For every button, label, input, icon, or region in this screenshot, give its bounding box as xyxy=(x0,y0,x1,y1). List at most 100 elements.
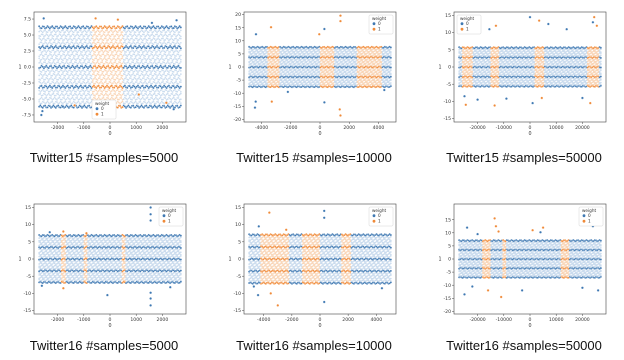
scatter-point xyxy=(91,54,94,57)
scatter-point xyxy=(149,98,151,101)
scatter-point xyxy=(139,89,142,92)
scatter-point xyxy=(125,31,127,34)
scatter-point xyxy=(334,84,336,87)
scatter-point xyxy=(78,81,81,83)
scatter-point xyxy=(291,83,293,86)
scatter-point xyxy=(135,69,138,72)
scatter-point xyxy=(83,29,86,31)
scatter-point xyxy=(121,62,124,65)
scatter-point xyxy=(46,89,49,91)
scatter-point xyxy=(140,81,143,84)
scatter-point xyxy=(57,47,60,50)
scatter-point xyxy=(137,41,139,43)
scatter-point xyxy=(56,57,58,60)
scatter-point xyxy=(74,49,76,51)
scatter-point xyxy=(338,68,341,71)
scatter-point xyxy=(170,43,173,45)
scatter-point xyxy=(342,81,345,84)
scatter-point xyxy=(53,73,56,76)
scatter-point xyxy=(124,102,126,105)
scatter-point xyxy=(76,95,79,97)
scatter-point xyxy=(298,72,301,75)
scatter-point xyxy=(149,104,153,108)
scatter-point xyxy=(132,59,135,62)
scatter-point xyxy=(46,77,49,80)
scatter-point xyxy=(304,74,306,77)
scatter-point xyxy=(54,98,57,100)
scatter-point xyxy=(286,74,289,77)
scatter-point xyxy=(51,68,54,71)
scatter-point xyxy=(47,61,50,63)
scatter-point xyxy=(270,82,273,84)
scatter-point xyxy=(53,58,56,61)
scatter-point xyxy=(64,78,67,80)
scatter-point xyxy=(71,83,74,85)
scatter-point xyxy=(170,69,173,71)
scatter-point xyxy=(58,58,61,60)
scatter-point xyxy=(49,34,51,36)
legend-marker xyxy=(95,107,99,111)
scatter-point xyxy=(172,84,175,88)
scatter-point xyxy=(76,97,79,99)
scatter-point xyxy=(342,72,345,74)
scatter-point xyxy=(38,89,41,92)
scatter-point xyxy=(74,42,76,45)
scatter-point xyxy=(154,83,157,85)
scatter-point xyxy=(152,30,155,33)
y-tick-label: 0.0 xyxy=(24,65,31,71)
scatter-point xyxy=(99,88,101,91)
scatter-point xyxy=(66,83,69,85)
scatter-point xyxy=(77,105,80,109)
scatter-point xyxy=(169,88,171,91)
scatter-point xyxy=(163,78,166,80)
scatter-point xyxy=(127,72,130,75)
scatter-point xyxy=(64,62,67,65)
scatter-point xyxy=(113,55,116,58)
scatter-point xyxy=(106,29,108,32)
scatter-point xyxy=(66,59,69,61)
scatter-point xyxy=(156,82,158,84)
scatter-point xyxy=(281,52,284,55)
scatter-point xyxy=(109,38,112,40)
scatter-point xyxy=(163,34,166,37)
scatter-point xyxy=(360,84,362,87)
scatter-point xyxy=(364,80,367,82)
scatter-point xyxy=(77,43,80,46)
scatter-point xyxy=(94,54,96,56)
scatter-point xyxy=(52,49,55,52)
scatter-point xyxy=(162,37,164,40)
scatter-point xyxy=(68,51,70,53)
scatter-point xyxy=(367,72,370,75)
scatter-point xyxy=(125,76,127,79)
scatter-point xyxy=(96,38,99,40)
scatter-point xyxy=(114,38,117,41)
scatter-point xyxy=(68,82,70,84)
scatter-point xyxy=(270,60,273,63)
scatter-point xyxy=(289,84,292,87)
scatter-point xyxy=(381,72,384,75)
scatter-point xyxy=(295,64,298,67)
scatter-point xyxy=(83,66,86,69)
scatter-point xyxy=(91,61,94,63)
scatter-point xyxy=(79,59,82,61)
scatter-point xyxy=(276,58,279,61)
scatter-point xyxy=(58,51,61,54)
scatter-point xyxy=(122,66,125,70)
scatter-point xyxy=(150,102,152,105)
scatter-point xyxy=(135,35,138,38)
scatter-point xyxy=(137,62,139,64)
scatter-point xyxy=(166,54,169,57)
scatter-point xyxy=(251,80,254,82)
scatter-point xyxy=(156,33,158,36)
scatter-point xyxy=(54,88,57,91)
scatter-point xyxy=(84,96,87,99)
scatter-point xyxy=(76,101,79,104)
scatter-point xyxy=(115,70,118,73)
scatter-point xyxy=(51,25,54,28)
scatter-point xyxy=(113,57,116,60)
scatter-point xyxy=(44,103,46,105)
scatter-point xyxy=(45,101,48,104)
scatter-point xyxy=(40,96,43,99)
scatter-point xyxy=(166,70,169,72)
scatter-point xyxy=(260,80,262,83)
